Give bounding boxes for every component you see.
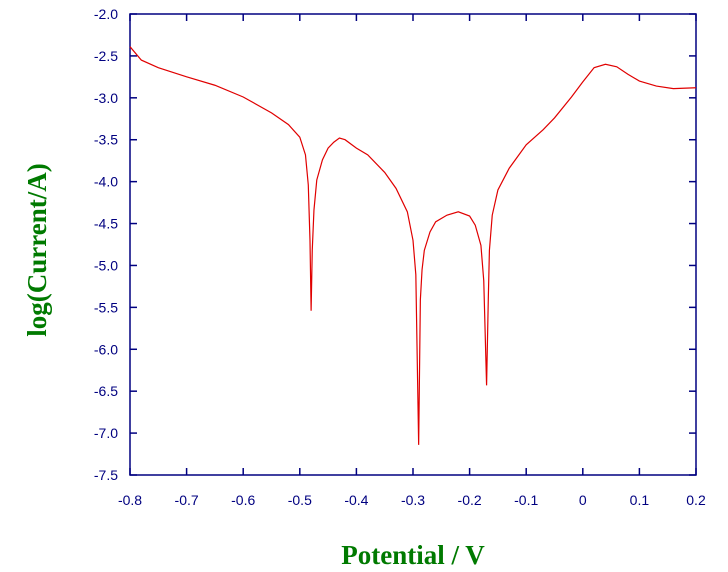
y-tick-label: -7.0 xyxy=(94,425,118,441)
x-tick-label: 0.1 xyxy=(630,492,650,508)
y-tick-label: -2.5 xyxy=(94,48,118,64)
y-tick-label: -5.0 xyxy=(94,257,118,273)
x-axis-title: Potential / V xyxy=(341,540,485,570)
x-tick-label: 0.2 xyxy=(686,492,706,508)
x-tick-label: -0.3 xyxy=(401,492,425,508)
y-tick-label: -3.5 xyxy=(94,132,118,148)
data-line xyxy=(129,46,697,445)
x-tick-label: -0.4 xyxy=(344,492,368,508)
x-tick-label: -0.2 xyxy=(458,492,482,508)
y-tick-label: -6.0 xyxy=(94,341,118,357)
x-tick-label: 0 xyxy=(579,492,587,508)
y-tick-label: -6.5 xyxy=(94,383,118,399)
y-tick-label: -4.0 xyxy=(94,174,118,190)
y-tick-label: -4.5 xyxy=(94,216,118,232)
x-tick-label: -0.1 xyxy=(514,492,538,508)
y-axis-title: log(Current/A) xyxy=(22,163,52,336)
x-tick-label: -0.6 xyxy=(231,492,255,508)
y-tick-label: -3.0 xyxy=(94,90,118,106)
x-tick-label: -0.8 xyxy=(118,492,142,508)
y-tick-label: -5.5 xyxy=(94,299,118,315)
y-tick-label: -2.0 xyxy=(94,6,118,22)
y-tick-label: -7.5 xyxy=(94,467,118,483)
x-tick-label: -0.7 xyxy=(175,492,199,508)
x-tick-label: -0.5 xyxy=(288,492,312,508)
